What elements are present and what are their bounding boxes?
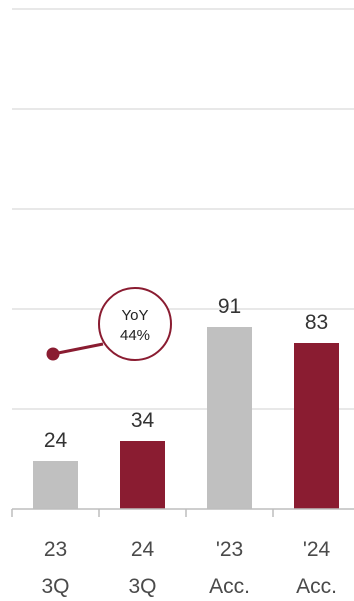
bar-2 bbox=[120, 441, 165, 509]
bar-1 bbox=[33, 461, 78, 509]
category-label-line1: 24 bbox=[131, 538, 155, 561]
category-label-line1: '24 bbox=[303, 538, 331, 561]
bar-3 bbox=[207, 327, 252, 509]
x-axis-ticks bbox=[11, 509, 274, 517]
value-label-3: 91 bbox=[218, 295, 241, 318]
bar-4 bbox=[294, 343, 339, 509]
callout-label: YoY bbox=[122, 307, 149, 324]
category-label-line1: '23 bbox=[216, 538, 243, 561]
callout-bubble bbox=[98, 287, 172, 361]
value-label-4: 83 bbox=[305, 311, 328, 334]
callout-anchor-dot bbox=[46, 347, 60, 361]
callout-value: 44% bbox=[120, 327, 150, 344]
category-label-line2: 3Q bbox=[41, 575, 69, 598]
category-label-line1: 23 bbox=[44, 538, 67, 561]
category-label-line2: Acc. bbox=[296, 575, 337, 598]
value-label-1: 24 bbox=[44, 429, 68, 452]
value-labels: 24 34 91 83 bbox=[44, 295, 328, 452]
category-label-line2: 3Q bbox=[128, 575, 156, 598]
callout-connector bbox=[52, 342, 104, 356]
yoy-callout: YoY 44% bbox=[46, 287, 172, 361]
category-label-line2: Acc. bbox=[209, 575, 250, 598]
bars bbox=[33, 327, 339, 509]
category-labels: 23 3Q 24 3Q '23 Acc. '24 Acc. bbox=[41, 538, 336, 598]
value-label-2: 34 bbox=[131, 409, 155, 432]
